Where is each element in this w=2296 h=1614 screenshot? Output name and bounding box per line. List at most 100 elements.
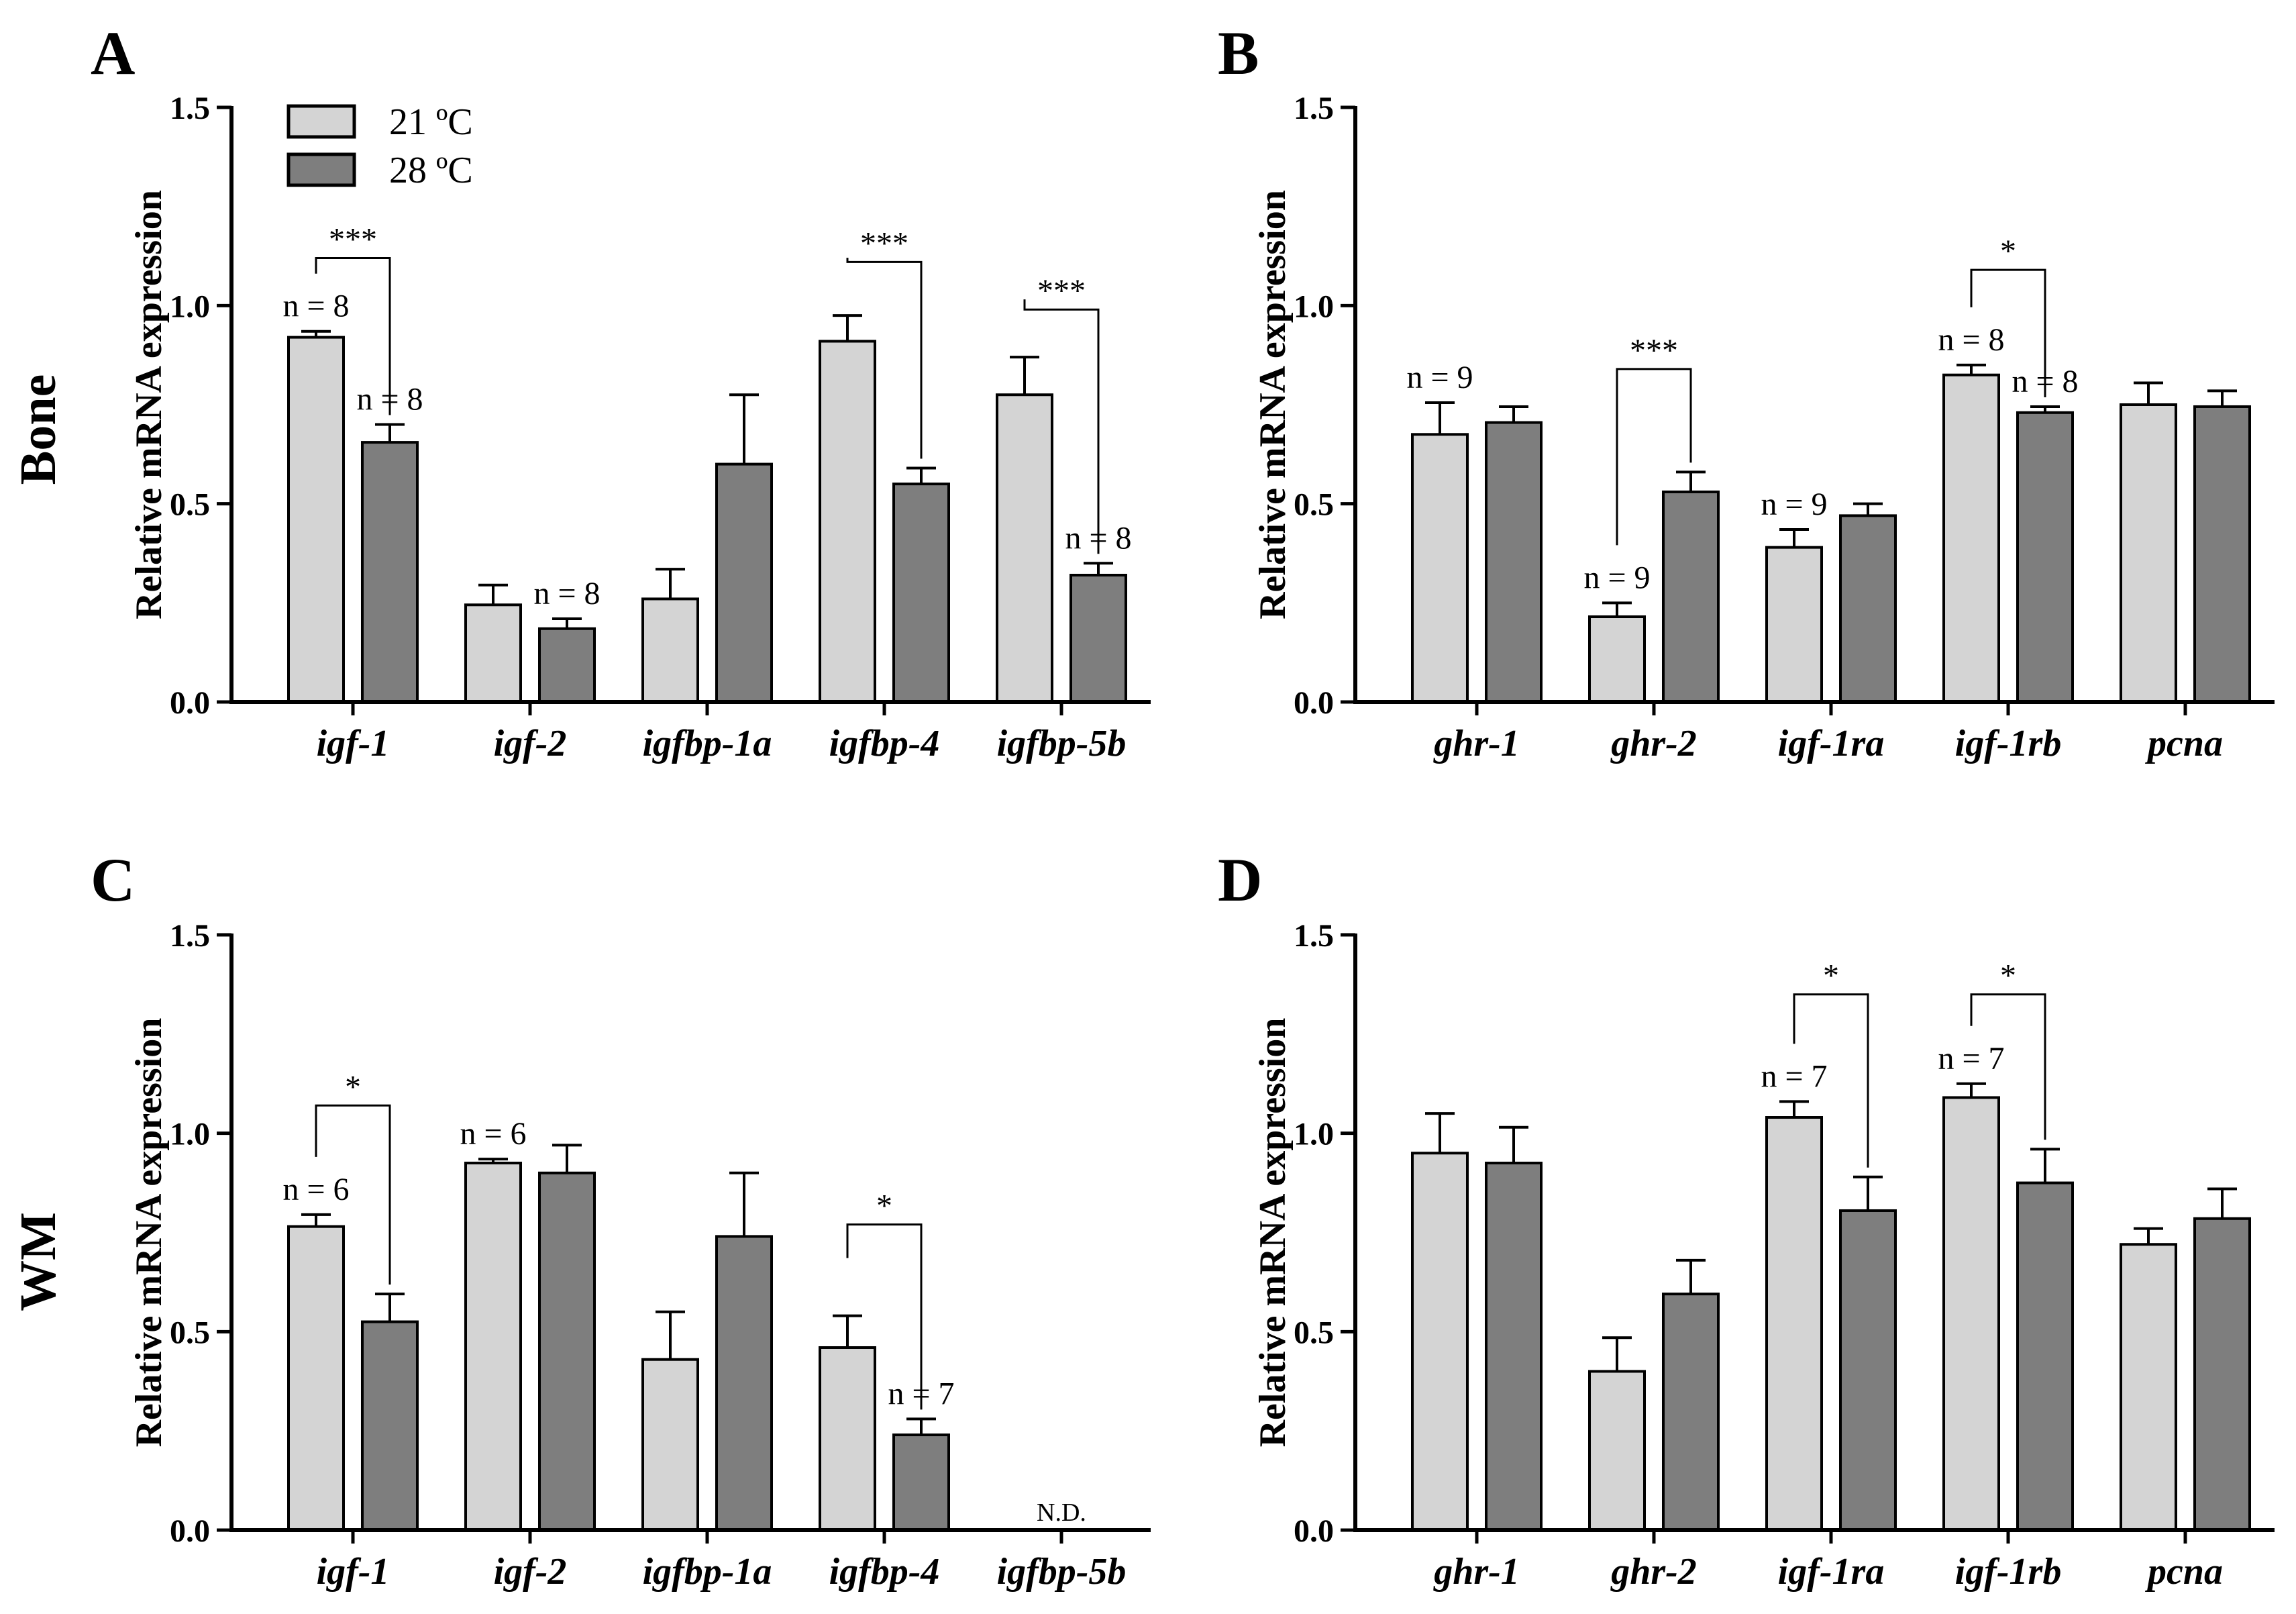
panel-letter-b: B xyxy=(1218,19,1259,87)
significance-label-d-0: * xyxy=(1823,958,1839,994)
x-tick-label-d-ghr-2: ghr-2 xyxy=(1610,1551,1697,1593)
x-tick-label-a-igf-2: igf-2 xyxy=(494,723,567,764)
y-axis-label-c: Relative mRNA expression xyxy=(128,1018,170,1448)
x-tick-label-a-igfbp-1a: igfbp-1a xyxy=(643,723,772,764)
bar-b-pcna-s1 xyxy=(2193,405,2251,703)
bar-c-igfbp-1a-s0 xyxy=(641,1358,699,1532)
bar-a-igfbp-5b-s1 xyxy=(1069,573,1127,704)
x-tick-label-a-igfbp-4: igfbp-4 xyxy=(829,723,940,764)
bar-c-igf-1-s1 xyxy=(361,1320,419,1532)
panel-b: B Relative mRNA expression 0.0 0.5 1.0 1.5 ghr… xyxy=(1218,19,2275,764)
panel-letter-a: A xyxy=(91,19,135,87)
x-tick-label-b-igf-1rb: igf-1rb xyxy=(1955,723,2062,764)
bar-a-igf-2-s1 xyxy=(538,627,596,704)
significance-label-b-1: * xyxy=(2000,234,2016,269)
y-tick-label-d-1.5: 1.5 xyxy=(1294,918,1334,954)
bar-d-ghr-1-s1 xyxy=(1485,1162,1543,1532)
bar-d-ghr-1-s0 xyxy=(1411,1152,1469,1531)
significance-label-d-1: * xyxy=(2000,958,2016,994)
panel-letter-d: D xyxy=(1218,846,1262,914)
bar-b-igf-1rb-s1 xyxy=(2016,411,2074,704)
bar-a-igf-1-s1 xyxy=(361,441,419,703)
y-tick-label-c-1.0: 1.0 xyxy=(170,1117,210,1152)
x-tick-label-c-igf-2: igf-2 xyxy=(494,1551,567,1593)
legend-swatch-28c xyxy=(286,152,356,187)
significance-bracket-d-1 xyxy=(1970,993,2046,1140)
x-tick-label-b-ghr-1: ghr-1 xyxy=(1432,723,1520,764)
n-label-b-3: n = 8 xyxy=(1938,322,2004,358)
x-tick-label-c-igfbp-5b: igfbp-5b xyxy=(997,1551,1127,1593)
y-tick-label-d-0.0: 0.0 xyxy=(1294,1513,1334,1549)
bar-d-pcna-s1 xyxy=(2193,1217,2251,1531)
row-labels: Bone WM xyxy=(10,374,66,1311)
significance-label-c-1: * xyxy=(876,1189,892,1224)
significance-label-a-0: *** xyxy=(329,221,377,257)
x-tick-label-b-pcna: pcna xyxy=(2145,723,2223,764)
significance-bracket-b-1 xyxy=(1970,268,2046,397)
bar-c-igf-2-s0 xyxy=(464,1162,522,1532)
bar-d-pcna-s0 xyxy=(2120,1243,2177,1531)
bar-d-igf-1ra-s1 xyxy=(1839,1209,1897,1532)
bar-a-igf-2-s0 xyxy=(464,603,522,704)
x-tick-label-a-igf-1: igf-1 xyxy=(317,723,390,764)
panel-letter-c: C xyxy=(91,846,135,914)
x-tick-label-a-igfbp-5b: igfbp-5b xyxy=(997,723,1127,764)
significance-label-b-0: *** xyxy=(1630,333,1678,368)
bar-c-igfbp-4-s0 xyxy=(819,1346,876,1532)
n-label-c-1: n = 6 xyxy=(460,1116,526,1152)
bar-d-ghr-2-s1 xyxy=(1662,1293,1720,1531)
y-tick-label-a-0.0: 0.0 xyxy=(170,685,210,721)
x-tick-label-b-igf-1ra: igf-1ra xyxy=(1778,723,1885,764)
row-label-wm: WM xyxy=(10,1212,66,1311)
y-tick-label-a-1.5: 1.5 xyxy=(170,91,210,126)
y-tick-label-b-1.5: 1.5 xyxy=(1294,91,1334,126)
n-label-a-2: n = 8 xyxy=(533,576,600,611)
bar-d-ghr-2-s0 xyxy=(1588,1370,1646,1532)
y-axis-label-d: Relative mRNA expression xyxy=(1252,1018,1294,1448)
bar-a-igfbp-5b-s0 xyxy=(996,393,1053,703)
y-tick-label-b-0.0: 0.0 xyxy=(1294,685,1334,721)
significance-label-a-2: *** xyxy=(1037,273,1086,309)
x-tick-label-d-igf-1ra: igf-1ra xyxy=(1778,1551,1885,1593)
bar-d-igf-1rb-s1 xyxy=(2016,1181,2074,1532)
n-label-b-0: n = 9 xyxy=(1406,360,1473,395)
bar-a-igfbp-4-s1 xyxy=(892,483,950,704)
bar-a-igfbp-1a-s1 xyxy=(715,462,773,703)
x-tick-label-c-igf-1: igf-1 xyxy=(317,1551,390,1593)
significance-bracket-d-0 xyxy=(1793,993,1869,1168)
x-tick-label-b-ghr-2: ghr-2 xyxy=(1610,723,1697,764)
y-axis-label-b: Relative mRNA expression xyxy=(1252,190,1294,619)
bar-b-igf-1rb-s0 xyxy=(1942,373,2000,703)
y-tick-label-d-0.5: 0.5 xyxy=(1294,1315,1334,1350)
n-label-b-1: n = 9 xyxy=(1583,560,1650,595)
n-label-d-1: n = 7 xyxy=(1938,1041,2004,1076)
bar-d-igf-1rb-s0 xyxy=(1942,1096,2000,1531)
significance-bracket-a-2 xyxy=(1023,299,1100,554)
y-tick-label-c-0.0: 0.0 xyxy=(170,1513,210,1549)
bar-a-igfbp-4-s0 xyxy=(819,340,876,703)
bar-b-igf-1ra-s0 xyxy=(1765,546,1823,704)
bar-c-igf-1-s0 xyxy=(287,1225,345,1531)
bar-c-igfbp-4-s1 xyxy=(892,1433,950,1532)
y-tick-label-a-0.5: 0.5 xyxy=(170,487,210,523)
legend: 21 ºC 28 ºC xyxy=(286,101,473,191)
bar-a-igfbp-1a-s0 xyxy=(641,597,699,704)
n-label-c-0: n = 6 xyxy=(282,1172,349,1207)
y-tick-label-d-1.0: 1.0 xyxy=(1294,1117,1334,1152)
significance-bracket-a-0 xyxy=(315,256,391,415)
panel-a: A Relative mRNA expression 0.0 0.5 1.0 1.5 igf… xyxy=(91,19,1151,764)
bar-a-igf-1-s0 xyxy=(287,336,345,703)
y-axis-label-a: Relative mRNA expression xyxy=(128,190,170,619)
panel-d: D Relative mRNA expression 0.0 0.5 1.0 1.5 ghr… xyxy=(1218,846,2275,1593)
bar-b-ghr-1-s1 xyxy=(1485,421,1543,704)
n-label-d-0: n = 7 xyxy=(1761,1058,1827,1094)
significance-label-a-1: *** xyxy=(860,225,908,261)
x-tick-label-d-pcna: pcna xyxy=(2145,1551,2223,1593)
bar-b-ghr-2-s1 xyxy=(1662,490,1720,703)
bar-b-ghr-2-s0 xyxy=(1588,615,1646,703)
legend-label-21c: 21 ºC xyxy=(389,101,473,143)
bar-d-igf-1ra-s0 xyxy=(1765,1116,1823,1531)
legend-swatch-21c xyxy=(286,104,356,139)
